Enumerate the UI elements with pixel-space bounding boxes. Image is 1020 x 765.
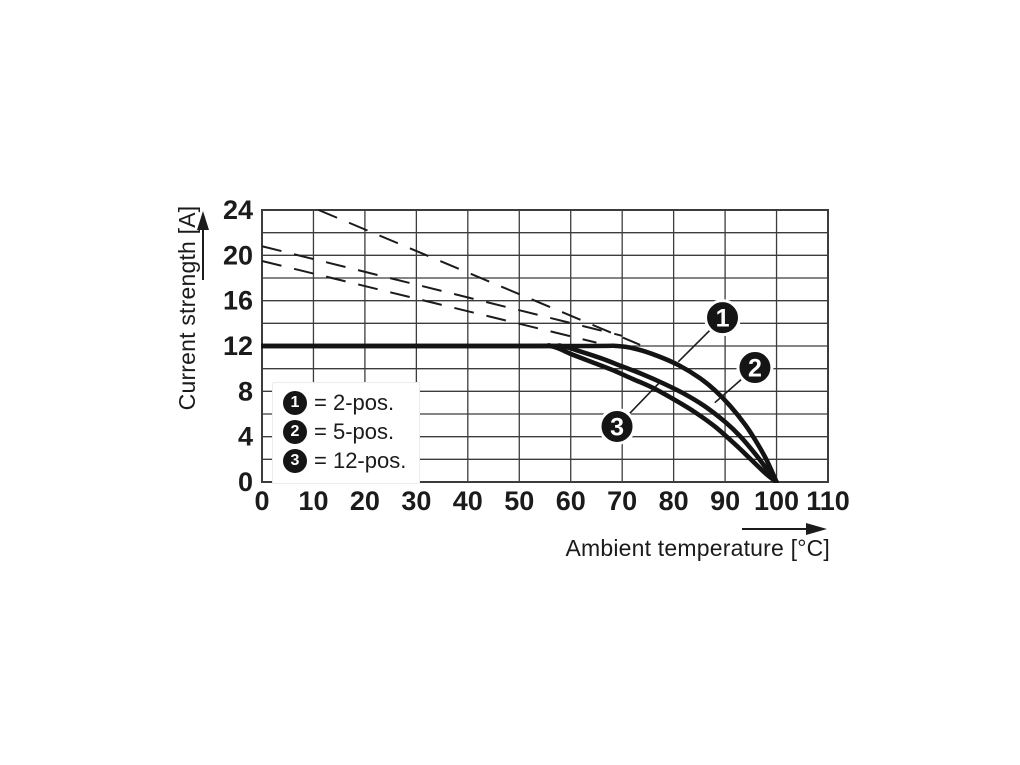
x-tick-label: 50 <box>504 486 534 516</box>
y-tick-label: 16 <box>223 286 253 316</box>
y-tick-label: 20 <box>223 240 253 270</box>
y-axis-arrow-icon <box>197 211 209 280</box>
legend-label-5-pos: = 5-pos. <box>314 419 395 444</box>
svg-text:2: 2 <box>748 355 762 383</box>
x-tick-label: 20 <box>350 486 380 516</box>
x-tick-label: 0 <box>254 486 269 516</box>
x-tick-label: 90 <box>710 486 740 516</box>
legend-label-12-pos: = 12-pos. <box>314 448 407 473</box>
callout-1-marker: 1 <box>704 299 742 337</box>
callout-2-marker: 2 <box>736 349 774 387</box>
x-tick-label: 100 <box>754 486 799 516</box>
x-tick-label: 110 <box>806 486 850 516</box>
y-tick-label: 12 <box>223 331 253 361</box>
y-tick-label: 4 <box>238 422 253 452</box>
callout-3-marker: 3 <box>598 407 636 445</box>
legend-symbol-2-icon: 2 <box>283 420 307 444</box>
x-tick-label: 70 <box>607 486 637 516</box>
x-axis-title: Ambient temperature [°C] <box>565 535 830 561</box>
x-tick-label: 80 <box>659 486 689 516</box>
y-tick-label: 0 <box>238 467 253 497</box>
y-axis-title: Current strength [A] <box>174 205 200 411</box>
svg-text:1: 1 <box>716 305 730 333</box>
y-tick-label: 24 <box>223 195 253 225</box>
derating-curve-2-pos <box>261 343 779 483</box>
dashed-2-pos-capacity-line <box>318 209 641 346</box>
x-tick-label: 60 <box>556 486 586 516</box>
derating-curve-12-pos <box>261 343 779 483</box>
x-tick-label: 30 <box>401 486 431 516</box>
dashed-12-pos-capacity-line <box>261 260 597 344</box>
legend-symbol-3-icon: 3 <box>283 449 307 473</box>
legend-symbol-1-icon: 1 <box>283 391 307 415</box>
legend-item: 3 = 12-pos. <box>283 448 406 474</box>
x-tick-label: 40 <box>453 486 483 516</box>
dashed-5-pos-capacity-line <box>261 245 623 337</box>
legend-item: 2 = 5-pos. <box>283 419 406 445</box>
y-tick-label: 8 <box>238 376 253 406</box>
x-tick-label: 10 <box>298 486 328 516</box>
legend-item: 1 = 2-pos. <box>283 390 406 416</box>
derating-curve-5-pos <box>261 343 779 483</box>
x-axis-arrow-icon <box>742 523 827 535</box>
svg-text:3: 3 <box>610 413 624 441</box>
legend-label-2-pos: = 2-pos. <box>314 390 395 415</box>
legend: 1 = 2-pos. 2 = 5-pos. 3 = 12-pos. <box>272 382 421 484</box>
